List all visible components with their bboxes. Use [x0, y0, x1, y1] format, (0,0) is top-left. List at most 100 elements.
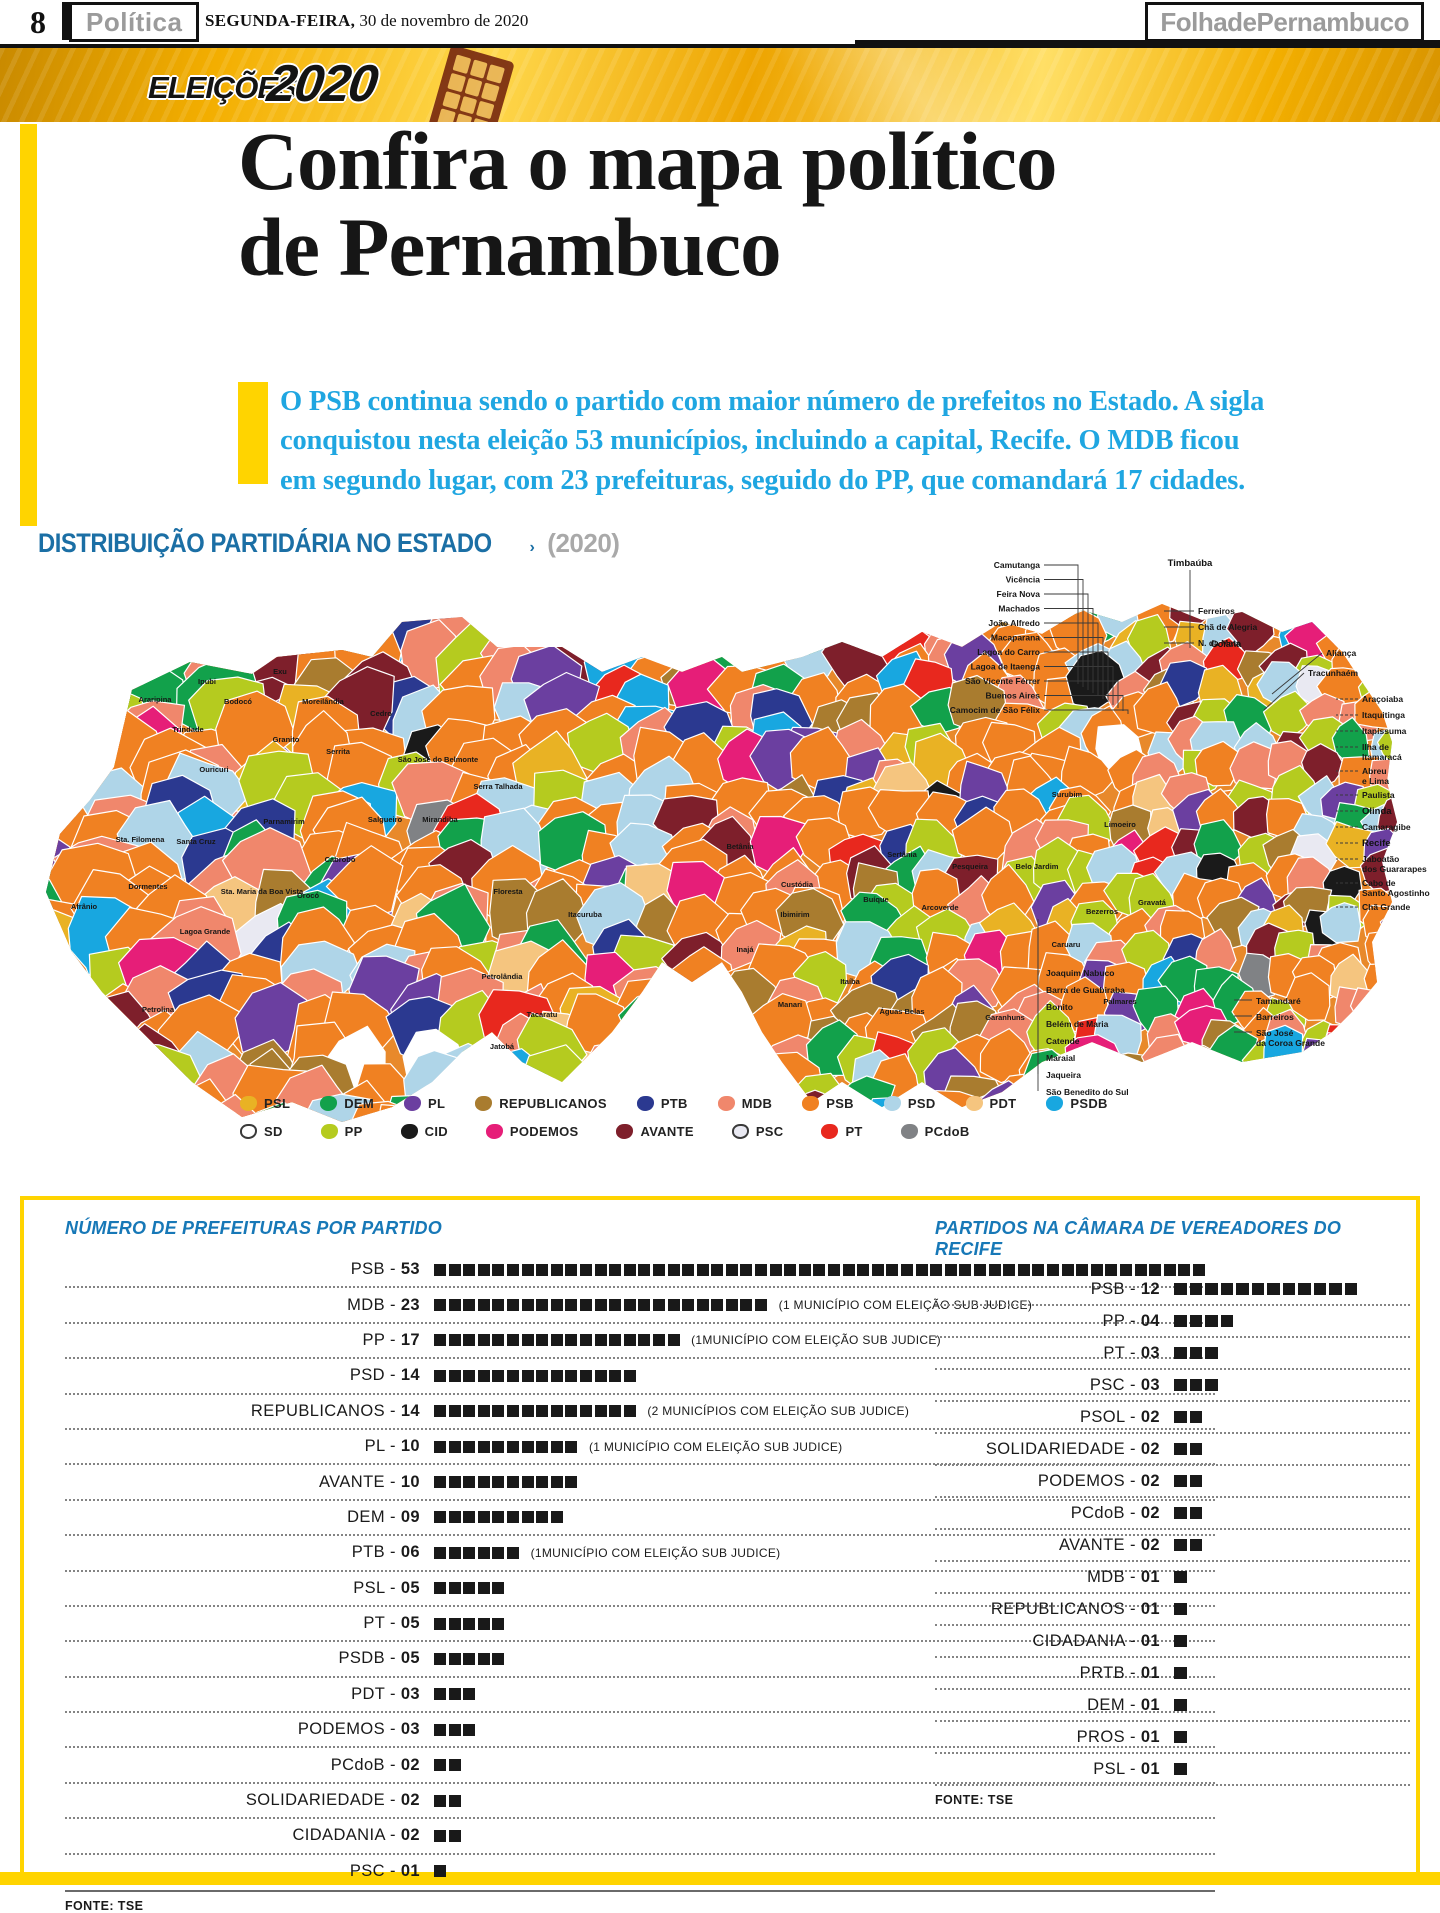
callout-label: São José: [1256, 1028, 1294, 1038]
party-color-dot: [883, 1096, 901, 1111]
callout-label: Santo Agostinho: [1362, 888, 1430, 898]
party-color-dot: [240, 1124, 257, 1139]
prefeituras-por-partido-chart: NÚMERO DE PREFEITURAS POR PARTIDO PSB - …: [65, 1218, 1215, 1913]
municipality-label: Pesqueira: [952, 862, 989, 871]
municipality-label: Mirandiba: [422, 815, 458, 824]
page-number: 8: [30, 4, 46, 40]
yellow-divider: [20, 1196, 1420, 1200]
municipality-label: Trindade: [172, 725, 203, 734]
municipality-label: Petrolândia: [482, 972, 524, 981]
chart-row: SOLIDARIEDADE - 02: [65, 1784, 1215, 1820]
municipality-label: Bodocó: [224, 697, 252, 706]
callout-label: Camaragibe: [1362, 822, 1411, 832]
municipality-label: Tacaratu: [527, 1010, 558, 1019]
callout-label: Itaquitinga: [1362, 710, 1405, 720]
municipality-label: Salgueiro: [368, 815, 403, 824]
legend-item-PL: PL: [403, 1096, 445, 1111]
party-color-dot: [475, 1096, 493, 1111]
callout-label: Catende: [1046, 1036, 1080, 1046]
section-label: Política: [69, 2, 200, 42]
chart-rows: PSB - 53 MDB - 23 (1 MUNICÍPIO COM ELEIÇÃO…: [65, 1253, 1215, 1888]
party-color-dot: [485, 1124, 503, 1139]
chart-row: CIDADANIA - 02: [65, 1819, 1215, 1855]
party-color-dot: [731, 1124, 749, 1139]
municipality-label: Arcoverde: [921, 903, 958, 912]
callout-label: e Lima: [1362, 776, 1389, 786]
municipality-label: Orocó: [297, 891, 320, 900]
yellow-bottom-bar: [0, 1872, 1440, 1885]
callout-label: Olinda: [1362, 806, 1392, 817]
municipality-label: Jatobá: [490, 1042, 515, 1051]
callout-label: Feira Nova: [997, 589, 1041, 599]
municipality-label: Garanhuns: [985, 1013, 1025, 1022]
newspaper-logo: FolhadePernambuco: [1145, 2, 1424, 42]
municipality-label: Itaíba: [840, 977, 860, 986]
callout-label: Itamaracá: [1362, 752, 1402, 762]
header-divider: [62, 2, 69, 40]
map-title: DISTRIBUIÇÃO PARTIDÁRIA NO ESTADO › (2020…: [38, 528, 620, 558]
municipality-label: Afrânio: [71, 902, 98, 911]
callout-label: Vicência: [1006, 575, 1041, 585]
camara-recife-chart: PARTIDOS NA CÂMARA DE VEREADORES DO RECI…: [935, 1218, 1410, 1807]
party-legend: PSL DEM PL REPUBLICANOS PTB MDB PSB PSD PDT PSDB …: [240, 1096, 1240, 1152]
chart-row: PSL - 05: [65, 1572, 1215, 1607]
legend-item-PSB: PSB: [802, 1096, 854, 1111]
legend-item-PP: PP: [320, 1124, 363, 1139]
chart-row: PSOL - 02: [935, 1402, 1410, 1434]
callout-label: Paulista: [1362, 790, 1395, 800]
callout-label: Ferreiros: [1198, 606, 1235, 616]
callout-label: Camutanga: [994, 560, 1041, 570]
municipality-label: Cedro: [370, 709, 392, 718]
chart-row: PRTB - 01: [935, 1658, 1410, 1690]
legend-item-PSDB: PSDB: [1046, 1096, 1107, 1111]
callout-label: São Benedito do Sul: [1046, 1087, 1129, 1097]
callout-label: Buenos Aires: [986, 691, 1041, 701]
callout-label: Araçoiaba: [1362, 694, 1403, 704]
banner-word: ELEIÇÕES: [148, 70, 298, 105]
party-color-dot: [320, 1124, 338, 1139]
municipality-label: Granito: [273, 735, 300, 744]
legend-row-1: PSL DEM PL REPUBLICANOS PTB MDB PSB PSD PDT PSDB: [240, 1096, 1240, 1111]
municipality-label: Gravatá: [1138, 898, 1167, 907]
chart-row: AVANTE - 02: [935, 1530, 1410, 1562]
callout-label: Lagoa de Itaenga: [971, 662, 1041, 672]
chart-title: PARTIDOS NA CÂMARA DE VEREADORES DO RECI…: [935, 1218, 1342, 1259]
callout-label: Chã de Alegria: [1198, 622, 1257, 632]
municipality-label: Cabrobó: [325, 855, 356, 864]
chart-row: PSC - 03: [935, 1370, 1410, 1402]
yellow-edge-stripe: [20, 124, 37, 526]
chart-row: PT - 05: [65, 1607, 1215, 1643]
callout-label: Camocim de São Félix: [950, 705, 1040, 715]
legend-row-2: SD PP CID PODEMOS AVANTE PSC PT PCdoB: [240, 1124, 1240, 1139]
yellow-frame-right: [1416, 1196, 1420, 1872]
party-color-dot: [965, 1096, 983, 1111]
municipality-label: Ouricuri: [199, 765, 228, 774]
municipality-label: Sta. Filomena: [116, 835, 166, 844]
legend-item-DEM: DEM: [320, 1096, 374, 1111]
callout-label: Abreu: [1362, 766, 1387, 776]
callout-label: da Coroa Grande: [1256, 1038, 1325, 1048]
chart-row: PSDB - 05: [65, 1642, 1215, 1678]
municipality-label: Itacuruba: [568, 910, 603, 919]
municipality-label: Ipubi: [198, 677, 216, 686]
party-color-dot: [802, 1096, 820, 1111]
chart-row: PSB - 12: [935, 1274, 1410, 1306]
callout-label: Maraial: [1046, 1053, 1075, 1063]
chart-row: PT - 03: [935, 1338, 1410, 1370]
municipality-label: Araripina: [139, 695, 173, 704]
legend-item-PT: PT: [821, 1124, 862, 1139]
chart-row: PTB - 06 (1MUNICÍPIO COM ELEIÇÃO SUB JUDI…: [65, 1536, 1215, 1572]
chart-row: PCdoB - 02: [65, 1748, 1215, 1784]
callout-label: Recife: [1362, 838, 1391, 849]
callout-label: Cabo de: [1362, 878, 1396, 888]
party-color-dot: [900, 1124, 918, 1139]
chart-row: PP - 17 (1MUNICÍPIO COM ELEIÇÃO SUB JUDIC…: [65, 1324, 1215, 1360]
municipality-label: Parnamirim: [263, 817, 305, 826]
chart-row: REPUBLICANOS - 14 (2 MUNICÍPIOS COM ELEIÇ…: [65, 1395, 1215, 1430]
municipality-label: Surubim: [1052, 790, 1083, 799]
callout-label: Itapissuma: [1362, 726, 1407, 736]
chart-row: PSD - 14: [65, 1359, 1215, 1395]
chart-rows: PSB - 12 PP - 04 PT - 03 PSC - 03 PSOL - 02 S…: [935, 1274, 1410, 1786]
chart-row: AVANTE - 10: [65, 1465, 1215, 1501]
chart-row: SOLIDARIEDADE - 02: [935, 1434, 1410, 1466]
